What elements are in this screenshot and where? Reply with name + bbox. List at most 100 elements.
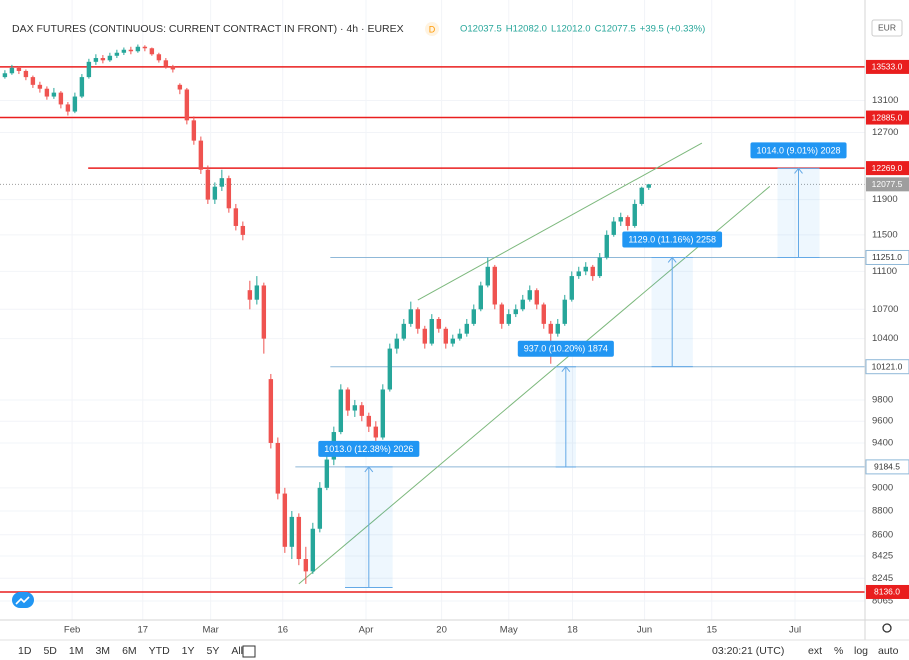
candle-body <box>429 318 435 344</box>
measure-arrowhead <box>364 466 374 473</box>
range-button[interactable]: 1D <box>18 645 32 657</box>
candle-body <box>23 70 29 78</box>
candle-body <box>170 66 176 70</box>
candle-body <box>597 257 602 277</box>
candle-body <box>345 389 351 411</box>
y-tick-label: 8600 <box>872 529 893 540</box>
candle-body <box>219 178 225 187</box>
candle-body <box>632 203 637 226</box>
candle-body <box>65 104 71 112</box>
ohlc-value: C12077.5 <box>595 24 636 35</box>
candle-body <box>86 61 92 78</box>
ohlc-value: O12037.5 <box>460 24 502 35</box>
candle-body <box>226 178 232 209</box>
measure-label: 1013.0 (12.38%) 2026 <box>324 444 413 454</box>
candle-body <box>212 186 218 200</box>
range-button[interactable]: YTD <box>149 645 170 657</box>
candle-body <box>275 442 281 494</box>
candle-body <box>562 299 567 324</box>
candle-body <box>576 271 581 277</box>
trend-line <box>298 185 771 585</box>
x-tick-label: Feb <box>64 625 80 636</box>
measure-label: 1014.0 (9.01%) 2028 <box>756 145 840 155</box>
y-tick-label: 8800 <box>872 506 893 517</box>
candle-body <box>611 221 616 235</box>
y-tick-label: 11900 <box>872 194 898 205</box>
measure-label-bg <box>750 142 847 159</box>
candle-body <box>506 314 511 324</box>
y-tick-label: 10400 <box>872 333 898 344</box>
candle-body <box>184 89 190 121</box>
currency-box[interactable] <box>871 19 903 37</box>
x-tick-label: 16 <box>277 625 288 636</box>
candle-body <box>149 48 155 55</box>
candle-body <box>58 92 64 105</box>
range-button[interactable]: 1Y <box>182 645 195 657</box>
candle-body <box>296 516 302 560</box>
measure-label-bg <box>622 231 723 248</box>
candle-body <box>142 46 148 49</box>
candle-body <box>569 276 574 300</box>
y-tick-label: 9000 <box>872 482 893 493</box>
compare-icon[interactable] <box>242 645 256 658</box>
price-label: 12269.0 <box>872 163 903 173</box>
candle-body <box>583 266 588 272</box>
x-tick-label: Mar <box>202 625 218 636</box>
candle-body <box>156 54 162 61</box>
y-tick-label: 8065 <box>872 596 893 607</box>
clock: 03:20:21 (UTC) <box>712 645 784 657</box>
y-tick-label: 8245 <box>872 573 893 584</box>
candle-body <box>548 323 553 334</box>
ohlc-value: L12012.0 <box>551 24 591 35</box>
x-tick-label: May <box>500 625 518 636</box>
candle-body <box>380 389 386 438</box>
candle-body <box>163 60 169 67</box>
candle-body <box>9 67 15 74</box>
candle-body <box>590 266 595 277</box>
candle-body <box>261 285 267 339</box>
measure-label: 937.0 (10.20%) 1874 <box>524 344 608 354</box>
y-tick-label: 9600 <box>872 416 893 427</box>
scale-option[interactable]: auto <box>878 645 899 657</box>
candle-body <box>16 67 22 71</box>
candle-body <box>352 405 358 411</box>
candle-body <box>233 208 239 226</box>
range-button[interactable]: All <box>231 645 243 657</box>
candle-body <box>72 96 78 112</box>
candle-body <box>443 328 448 344</box>
price-label-bg <box>865 249 909 265</box>
y-tick-label: 11100 <box>872 266 897 277</box>
candle-body <box>464 323 469 334</box>
x-tick-label: 17 <box>137 625 148 636</box>
y-tick-label: 12700 <box>872 127 898 138</box>
candle-body <box>198 140 204 170</box>
candle-body <box>387 348 393 390</box>
candle-body <box>485 266 490 286</box>
range-button[interactable]: 1M <box>69 645 84 657</box>
x-tick-label: 18 <box>567 625 578 636</box>
range-button[interactable]: 3M <box>95 645 110 657</box>
scale-option[interactable]: % <box>834 645 843 657</box>
candle-body <box>373 426 379 438</box>
candle-body <box>310 528 316 572</box>
price-label-bg <box>866 110 909 125</box>
range-button[interactable]: 5D <box>43 645 57 657</box>
settings-icon[interactable] <box>882 623 892 633</box>
candle-body <box>282 493 288 547</box>
candle-body <box>30 77 36 85</box>
candle-body <box>513 309 518 315</box>
candle-body <box>639 187 644 204</box>
candle-body <box>415 309 421 329</box>
scale-option[interactable]: ext <box>808 645 822 657</box>
range-button[interactable]: 5Y <box>207 645 220 657</box>
scale-option[interactable]: log <box>854 645 868 657</box>
candle-body <box>2 73 8 78</box>
candle-body <box>205 169 211 200</box>
x-tick-label: 15 <box>706 625 717 636</box>
candle-body <box>457 333 462 339</box>
logo-icon <box>15 596 30 605</box>
range-button[interactable]: 6M <box>122 645 137 657</box>
price-label: 8136.0 <box>874 587 900 597</box>
y-tick-label: 9800 <box>872 394 893 405</box>
currency[interactable]: EUR <box>878 22 896 32</box>
